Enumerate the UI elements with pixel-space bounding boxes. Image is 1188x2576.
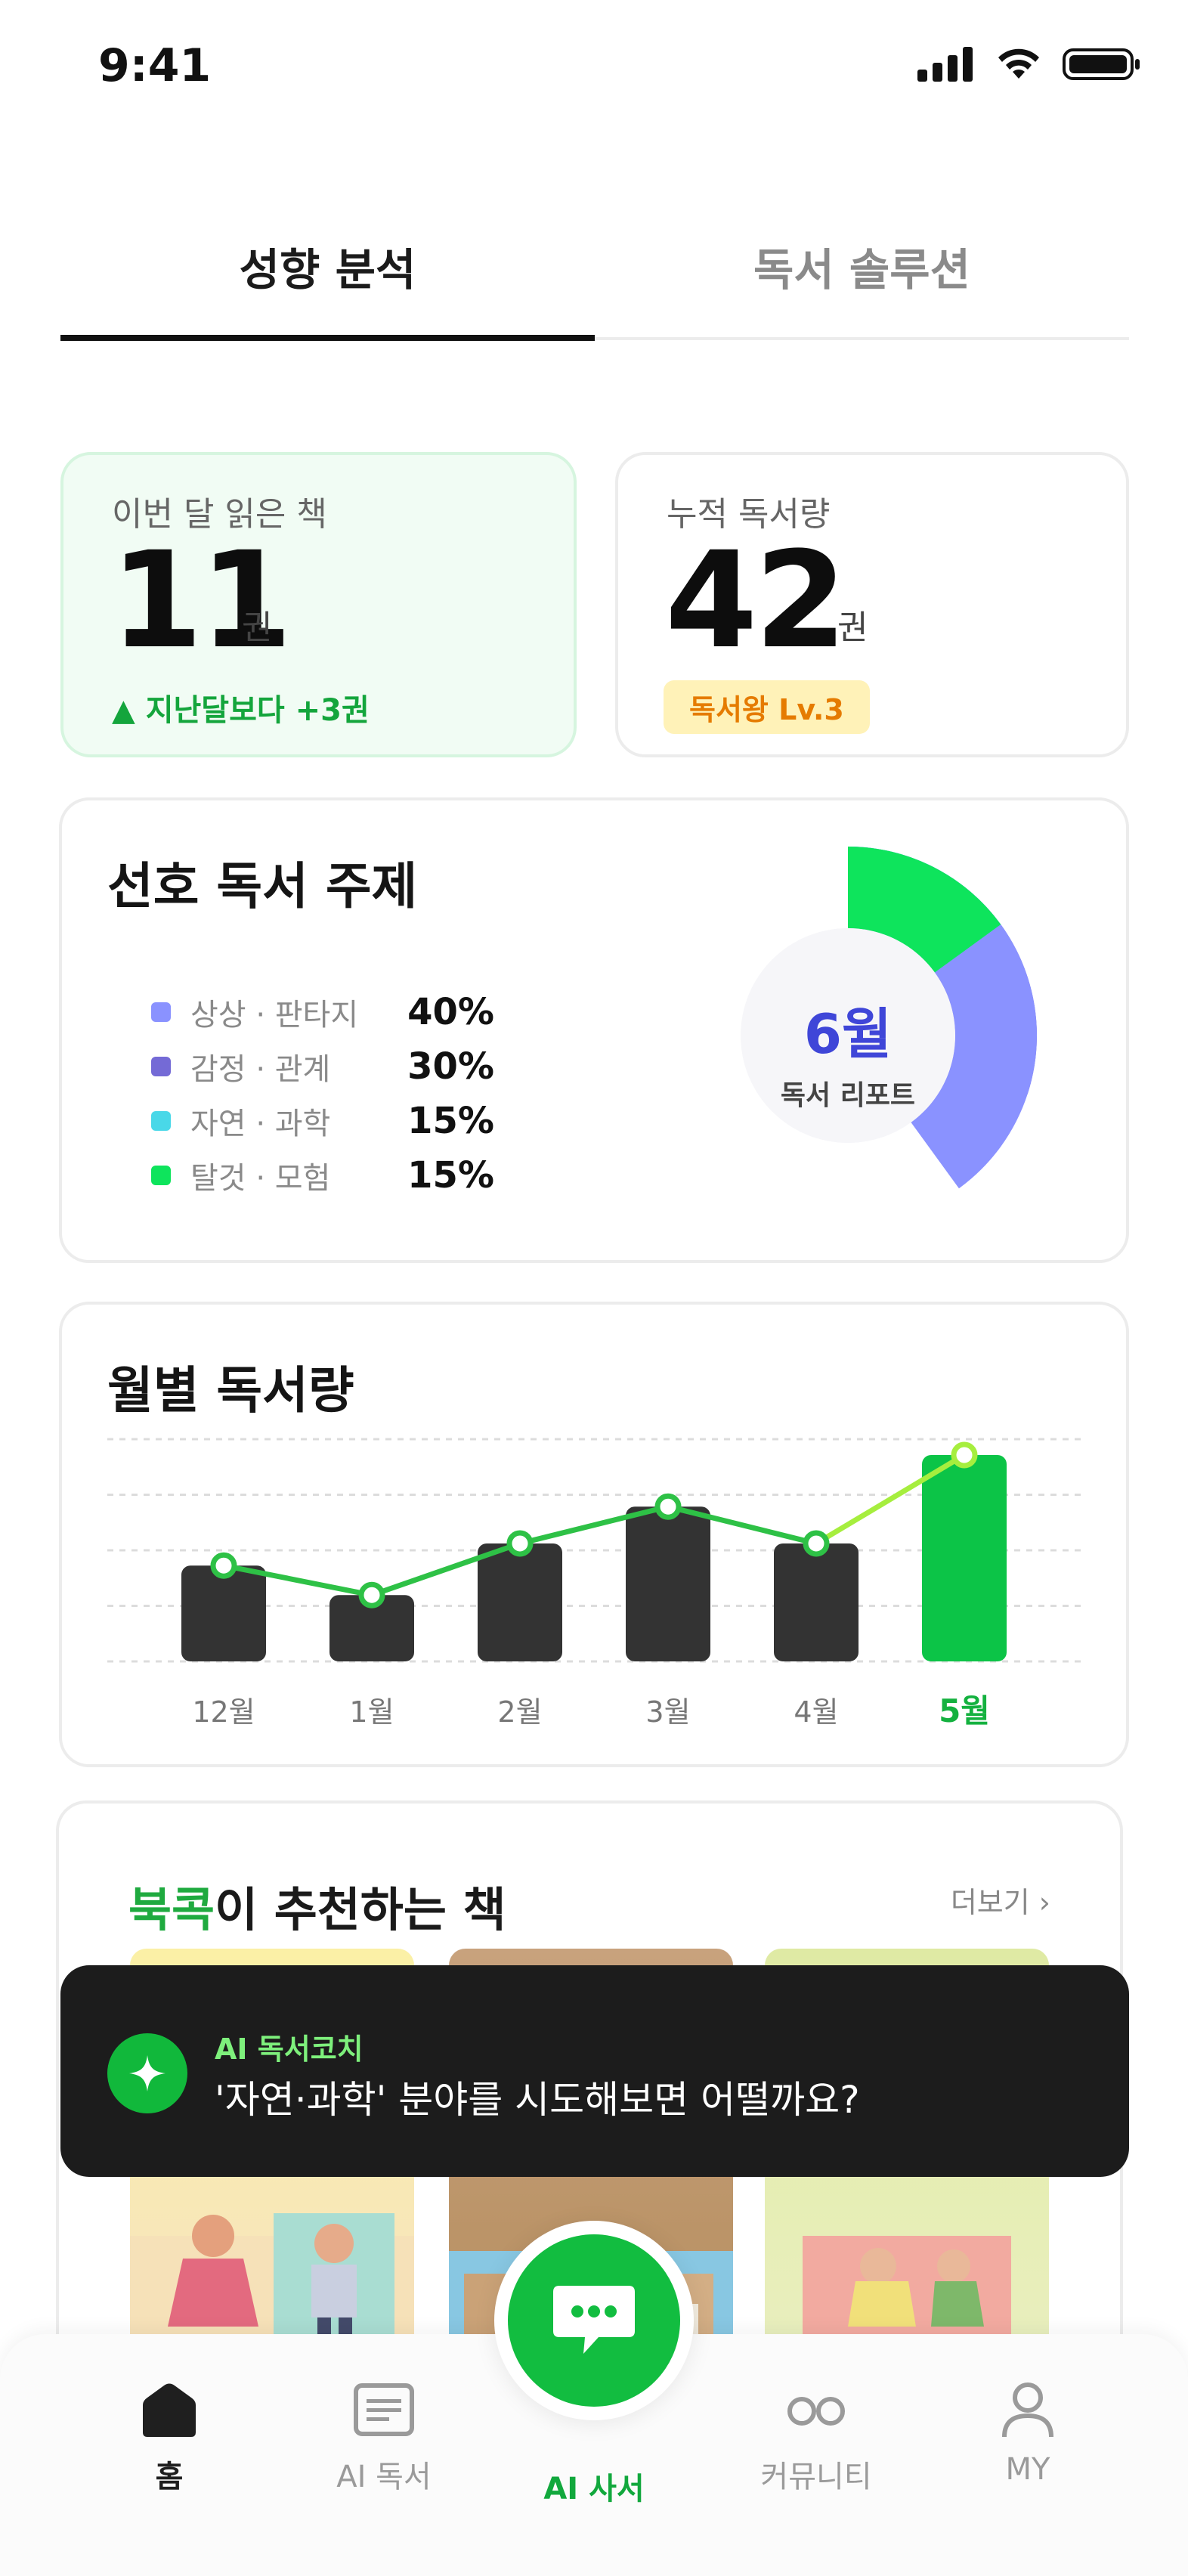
ai-coach-toast[interactable]: AI 독서코치 '자연·과학' 분야를 시도해보면 어떨까요? — [60, 1965, 1129, 2177]
chart-bar — [181, 1565, 266, 1661]
tab-tendency-analysis[interactable]: 성향 분석 — [239, 244, 416, 296]
toast-label: AI 독서코치 — [215, 2033, 364, 2066]
topics-donut-chart — [741, 847, 1038, 1189]
preferred-topics-card: 선호 독서 주제 상상 · 판타지 40% 감정 · 관계 30% 자연 · 과… — [59, 797, 1129, 1263]
profile-icon — [1002, 2382, 1053, 2438]
trend-point — [951, 1441, 978, 1469]
monthly-books-card: 이번 달 읽은 책 11 권 ▲ 지난달보다 +3권 — [60, 452, 577, 757]
legend-item: 감정 · 관계 30% — [151, 1039, 494, 1094]
signal-icon — [917, 47, 973, 82]
legend-dot — [151, 1002, 171, 1022]
donut-center: 6월 독서 리포트 — [732, 989, 964, 1113]
trend-line — [221, 1562, 375, 1598]
chart-bar — [329, 1595, 414, 1661]
x-tick-label: 5월 — [939, 1692, 990, 1729]
brand-name: 북콕 — [128, 1882, 215, 1937]
chart-bar — [626, 1506, 710, 1661]
nav-label: AI 독서 — [336, 2460, 432, 2494]
legend-dot — [151, 1057, 171, 1076]
legend-value: 15% — [407, 1100, 494, 1142]
level-badge: 독서왕 Lv.3 — [664, 680, 870, 734]
trend-point — [654, 1493, 682, 1520]
monthly-change: ▲ 지난달보다 +3권 — [112, 693, 370, 728]
nav-label: 홈 — [155, 2460, 184, 2494]
total-books-card: 누적 독서량 42 권 독서왕 Lv.3 — [615, 452, 1129, 757]
home-icon — [143, 2383, 196, 2437]
legend-item: 자연 · 과학 15% — [151, 1094, 494, 1148]
status-icons — [917, 47, 1141, 82]
x-tick-label: 12월 — [192, 1695, 255, 1729]
x-tick-label: 4월 — [794, 1695, 838, 1729]
legend-value: 15% — [407, 1154, 494, 1197]
nav-label: 커뮤니티 — [760, 2460, 872, 2494]
tab-divider — [60, 337, 1129, 340]
trend-line — [813, 1452, 967, 1547]
book-list-icon — [354, 2383, 414, 2436]
battery-icon — [1063, 48, 1140, 80]
total-books-unit: 권 — [837, 608, 868, 647]
legend-name: 감정 · 관계 — [190, 1052, 331, 1087]
legend-item: 상상 · 판타지 40% — [151, 985, 494, 1039]
more-link[interactable]: 더보기 › — [950, 1886, 1050, 1919]
monthly-books-value: 11 — [110, 523, 292, 678]
donut-slice — [848, 847, 1001, 973]
topics-legend: 상상 · 판타지 40% 감정 · 관계 30% 자연 · 과학 15% 탈것 … — [151, 985, 494, 1203]
tab-active-indicator — [60, 335, 595, 341]
legend-dot — [151, 1111, 171, 1131]
nav-ai-librarian[interactable]: AI 사서 — [511, 2417, 677, 2508]
legend-name: 자연 · 과학 — [190, 1107, 331, 1141]
total-books-value: 42 — [665, 523, 847, 678]
x-tick-label: 1월 — [349, 1695, 394, 1729]
ai-chat-button[interactable] — [508, 2234, 680, 2407]
chart-bar — [478, 1543, 562, 1661]
chat-bubble-icon — [553, 2286, 635, 2354]
book-illustration-icon — [803, 2236, 1011, 2345]
nav-label: AI 사서 — [543, 2472, 645, 2506]
recommend-title-text: 이 추천하는 책 — [215, 1882, 506, 1937]
monthly-bar-chart: 12월 1월 2월 3월 4월 5월 — [107, 1438, 1087, 1729]
chart-bar — [922, 1455, 1007, 1661]
toast-message: '자연·과학' 분야를 시도해보면 어떨까요? — [215, 2078, 860, 2122]
trend-point — [506, 1530, 534, 1557]
recommend-title: 북콕이 추천하는 책 — [128, 1872, 506, 1940]
analysis-tabs: 성향 분석 독서 솔루션 — [60, 219, 1129, 342]
trend-line — [665, 1503, 819, 1547]
trend-point — [358, 1581, 385, 1608]
tab-reading-solution[interactable]: 독서 솔루션 — [753, 244, 970, 296]
nav-label: MY — [1005, 2452, 1050, 2487]
legend-value: 40% — [407, 991, 494, 1033]
trend-point — [210, 1552, 237, 1579]
donut-hole — [741, 928, 955, 1143]
legend-value: 30% — [407, 1045, 494, 1088]
nav-my[interactable]: MY — [945, 2381, 1111, 2487]
monthly-reading-card: 월별 독서량 12월 1월 2월 3월 4월 5월 — [59, 1302, 1129, 1767]
trend-line — [369, 1540, 523, 1598]
monthly-title: 월별 독서량 — [107, 1361, 354, 1420]
donut-subtitle: 독서 리포트 — [780, 1080, 916, 1111]
trend-line — [517, 1503, 671, 1547]
chart-bar — [774, 1543, 859, 1661]
x-tick-label: 2월 — [497, 1695, 542, 1729]
nav-community[interactable]: 커뮤니티 — [733, 2381, 899, 2496]
topics-title: 선호 독서 주제 — [107, 857, 418, 915]
community-icon — [787, 2397, 845, 2426]
book-illustration-icon — [130, 2213, 414, 2345]
monthly-books-unit: 권 — [242, 608, 273, 647]
monthly-books-label: 이번 달 읽은 책 — [112, 495, 327, 534]
trend-point — [803, 1530, 830, 1557]
total-books-label: 누적 독서량 — [667, 495, 831, 534]
status-time: 9:41 — [98, 39, 212, 92]
nav-ai-reading[interactable]: AI 독서 — [301, 2381, 467, 2496]
legend-name: 상상 · 판타지 — [190, 998, 359, 1033]
legend-dot — [151, 1166, 171, 1185]
donut-month: 6월 — [803, 1002, 893, 1066]
x-tick-label: 3월 — [645, 1695, 690, 1729]
wifi-icon — [998, 48, 1039, 79]
nav-home[interactable]: 홈 — [86, 2381, 252, 2496]
legend-name: 탈것 · 모험 — [190, 1161, 331, 1196]
sparkle-icon — [107, 2033, 187, 2113]
legend-item: 탈것 · 모험 15% — [151, 1148, 494, 1203]
